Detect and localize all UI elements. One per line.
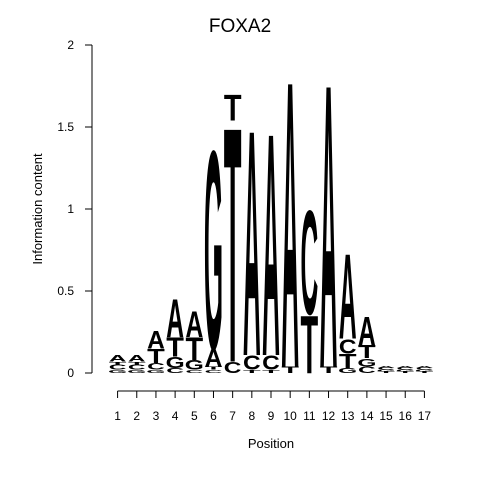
x-tick-label: 2 bbox=[133, 409, 140, 423]
logo-letter-g: G bbox=[146, 369, 165, 374]
logo-letter-c: C bbox=[377, 368, 395, 371]
x-tick-label: 3 bbox=[153, 409, 160, 423]
logo-letter-t: T bbox=[128, 361, 146, 366]
y-tick-label: 1.5 bbox=[57, 120, 74, 134]
logo-letter-g: G bbox=[185, 358, 204, 373]
chart-title: FOXA2 bbox=[209, 16, 271, 37]
logo-letter-g: G bbox=[204, 92, 223, 409]
logo-letter-g: G bbox=[357, 357, 376, 370]
x-tick-label: 9 bbox=[268, 409, 275, 423]
logo-letter-c: C bbox=[339, 335, 357, 358]
logo-letter-c: C bbox=[109, 364, 127, 372]
logo-letter-t: T bbox=[166, 331, 184, 362]
x-tick-label: 16 bbox=[399, 409, 413, 423]
logo-letter-g: G bbox=[396, 369, 415, 372]
logo-letter-t: T bbox=[377, 371, 395, 374]
x-tick-label: 14 bbox=[360, 409, 374, 423]
x-tick-label: 10 bbox=[283, 409, 297, 423]
logo-letter-a: A bbox=[339, 229, 357, 365]
logo-letter-t: T bbox=[147, 345, 165, 368]
y-tick-label: 2 bbox=[67, 38, 74, 52]
logo-letter-c: C bbox=[243, 352, 261, 375]
logo-letter-a: A bbox=[320, 0, 338, 453]
logo-letter-g: G bbox=[127, 369, 146, 374]
logo-letter-a: A bbox=[185, 304, 203, 345]
y-tick-label: 1 bbox=[67, 202, 74, 216]
logo-letter-a: A bbox=[166, 288, 184, 350]
x-axis-label: Position bbox=[248, 436, 294, 451]
y-axis-label: Information content bbox=[30, 153, 45, 265]
logo-letter-g: G bbox=[166, 354, 185, 372]
logo-letter-a: A bbox=[377, 366, 395, 369]
logo-letter-t: T bbox=[185, 332, 203, 368]
logo-letter-a: A bbox=[262, 67, 280, 422]
logo-letter-t: T bbox=[205, 366, 223, 371]
logo-letter-t: T bbox=[301, 300, 319, 392]
logo-letter-a: A bbox=[416, 366, 434, 369]
y-tick-label: 0 bbox=[67, 366, 74, 380]
x-tick-label: 11 bbox=[303, 409, 316, 423]
logo-letter-a: A bbox=[281, 0, 299, 454]
logo-letter-c: C bbox=[301, 179, 319, 346]
x-tick-label: 1 bbox=[114, 409, 121, 423]
x-tick-label: 6 bbox=[210, 409, 217, 423]
logo-letter-g: G bbox=[415, 369, 434, 372]
logo-letter-c: C bbox=[396, 368, 414, 371]
logo-letter-t: T bbox=[339, 350, 357, 373]
logo-letter-c: C bbox=[128, 364, 146, 372]
logo-letter-c: C bbox=[205, 369, 223, 374]
x-tick-label: 8 bbox=[248, 409, 255, 423]
logo-letter-t: T bbox=[109, 361, 127, 366]
logo-letter-c: C bbox=[262, 352, 280, 375]
x-tick-label: 15 bbox=[379, 409, 393, 423]
logo-letter-c: C bbox=[166, 367, 184, 375]
logo-letter-g: G bbox=[338, 367, 357, 375]
logo-letter-t: T bbox=[396, 371, 414, 374]
logo-letter-g: G bbox=[108, 369, 127, 374]
logo-letter-t: T bbox=[320, 365, 338, 375]
logo-letter-c: C bbox=[147, 361, 165, 371]
logo-letter-a: A bbox=[243, 63, 261, 424]
logo-letter-c: C bbox=[358, 365, 376, 375]
logo-letter-t: T bbox=[224, 87, 242, 128]
logo-letter-c: C bbox=[185, 369, 203, 374]
logo-letter-a: A bbox=[396, 366, 414, 369]
x-axis: 1 2 3 4 5 6 7 8 9 10 11 12 13 14 15 16 17 bbox=[114, 390, 432, 423]
logo-letter-t: T bbox=[243, 369, 261, 374]
x-tick-label: 12 bbox=[322, 409, 336, 423]
x-tick-label: 7 bbox=[229, 409, 236, 423]
logo-letter-a: A bbox=[109, 353, 127, 363]
x-tick-label: 17 bbox=[418, 409, 432, 423]
logo-letter-c: C bbox=[416, 368, 434, 371]
logo-letter-a: A bbox=[128, 353, 146, 363]
logo-letter-t: T bbox=[224, 57, 242, 433]
logo-letter-a: A bbox=[147, 327, 165, 354]
logo-letter-a: A bbox=[358, 309, 376, 355]
x-tick-label: 5 bbox=[191, 409, 198, 423]
y-tick-label: 0.5 bbox=[57, 284, 74, 298]
x-tick-label: 4 bbox=[172, 409, 179, 423]
logo-letter-t: T bbox=[262, 369, 280, 374]
logo-letter-g: G bbox=[377, 369, 396, 372]
logo-letter-c: C bbox=[224, 359, 242, 377]
logo-letter-t: T bbox=[281, 365, 299, 375]
y-axis: 0 0.5 1 1.5 2 bbox=[57, 38, 93, 380]
x-tick-label: 13 bbox=[341, 409, 355, 423]
logo-letter-t: T bbox=[416, 371, 434, 374]
logo-letter-a: A bbox=[205, 345, 223, 372]
logo-letter-t: T bbox=[358, 342, 376, 362]
